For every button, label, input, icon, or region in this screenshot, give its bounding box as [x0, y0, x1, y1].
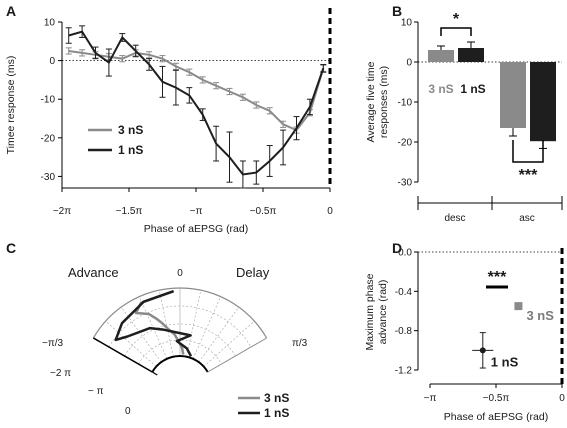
group-label-asc: asc — [519, 213, 535, 224]
panel-b-bar-chart: 10 0 -10 -20 -30 Average five time responses (… — [365, 11, 563, 224]
legend-label: 3 nS — [118, 123, 143, 137]
polar-ring-gridline — [138, 339, 222, 365]
polar-radial-gridline — [203, 320, 255, 367]
x-tick-label: 0 — [327, 206, 333, 217]
label-advance: Advance — [68, 265, 119, 280]
panel-d-scatter-plot: 0.0 -0.4 -0.8 -1.2 −π −0.5π 0 Phase of aEPSG (r… — [364, 248, 565, 424]
significance-marker: *** — [488, 269, 507, 286]
x-axis-label: Phase of aEPSG (rad) — [144, 223, 248, 235]
polar-radial-gridline — [186, 290, 202, 357]
y-axis-label: Timee response (ms) — [5, 56, 17, 155]
polar-tick-neg-2pi: −2 π — [50, 368, 71, 379]
panel-letter-c: C — [6, 240, 16, 256]
polar-radial-tick — [93, 337, 99, 342]
panel-c-polar-plot: Advance Delay 0 π/3 −π/3 −2 π − π 0 3 nS1 nS — [42, 265, 308, 420]
y-tick-label: -0.4 — [395, 287, 413, 298]
bar-desc-3ns — [428, 50, 454, 62]
y-axis-label-b: responses (ms) — [378, 66, 390, 138]
x-tick-label: −π — [190, 206, 203, 217]
legend-label: 1 nS — [118, 143, 143, 157]
group-label-desc: desc — [444, 213, 465, 224]
y-tick-label: 10 — [401, 18, 413, 29]
bar-label-3ns: 3 nS — [428, 82, 453, 96]
polar-inner-arc — [151, 355, 209, 373]
point-3ns — [514, 302, 523, 311]
y-tick-label: 0 — [49, 56, 55, 67]
polar-outer-arc — [92, 287, 268, 339]
y-tick-label: -30 — [398, 178, 413, 189]
y-tick-label: -10 — [41, 95, 56, 106]
polar-tick-zero: 0 — [177, 268, 183, 279]
legend-label: 3 nS — [264, 391, 289, 405]
y-tick-label: -0.8 — [395, 326, 413, 337]
y-tick-label: -20 — [398, 138, 413, 149]
significance-bracket-desc — [440, 27, 472, 36]
y-tick-label: -1.2 — [395, 366, 413, 377]
bar-asc-1ns — [530, 62, 556, 142]
polar-ring-gridline — [108, 305, 252, 348]
polar-radial-gridline — [192, 296, 221, 359]
polar-tick-neg-pi: − π — [88, 386, 104, 397]
bar-asc-3ns — [500, 62, 526, 128]
y-tick-label: -20 — [41, 133, 56, 144]
significance-marker-desc: * — [453, 11, 460, 28]
y-tick-label: -30 — [41, 172, 56, 183]
x-tick-label: −2π — [53, 206, 71, 217]
panel-letter-a: A — [6, 3, 16, 19]
polar-radial-tick — [122, 354, 129, 359]
y-tick-label: 0 — [406, 58, 412, 69]
x-axis-label: Phase of aEPSG (rad) — [444, 411, 548, 423]
y-tick-label: -10 — [398, 98, 413, 109]
polar-radial-gridline — [120, 306, 162, 363]
label-delay: Delay — [236, 265, 270, 280]
x-tick-label: −0.5π — [483, 393, 510, 404]
polar-radial-gridline — [105, 320, 157, 367]
panel-a-line-chart: 10 0 -10 -20 -30 −2π −1.5π −π −0.5π 0 Phase of aEP… — [5, 8, 333, 235]
y-tick-label: 10 — [44, 18, 56, 29]
y-axis-label-b: advance (rad) — [377, 280, 389, 345]
polar-radial-gridline — [198, 306, 240, 363]
polar-radial-gridline — [158, 290, 174, 357]
polar-curve-1ns — [114, 290, 193, 357]
series-line-3ns — [68, 49, 325, 132]
polar-radial-tick — [151, 371, 158, 376]
significance-marker-asc: *** — [519, 167, 538, 184]
y-tick-label: 0.0 — [398, 248, 412, 259]
polar-right-edge — [207, 337, 267, 373]
x-tick-label: 0 — [559, 393, 565, 404]
x-tick-label: −π — [424, 393, 437, 404]
polar-tick-neg-pi-3: −π/3 — [42, 338, 64, 349]
x-tick-label: −0.5π — [250, 206, 277, 217]
series-line-1ns — [68, 30, 325, 176]
legend-label: 1 nS — [264, 406, 289, 420]
point-1ns — [479, 347, 486, 354]
polar-tick-pi-3: π/3 — [292, 338, 308, 349]
panel-letter-d: D — [392, 240, 402, 256]
panel-letter-b: B — [392, 3, 402, 19]
y-axis-label-a: Maximum phase — [364, 273, 376, 350]
bar-desc-1ns — [458, 48, 484, 62]
x-tick-label: −1.5π — [116, 206, 143, 217]
point-label-3ns: 3 nS — [526, 308, 554, 323]
polar-tick-zero-radial: 0 — [125, 406, 131, 417]
significance-bracket-asc — [512, 140, 544, 163]
y-axis-label-a: Average five time — [365, 61, 377, 142]
bar-label-1ns: 1 nS — [460, 82, 485, 96]
point-label-1ns: 1 nS — [491, 354, 519, 369]
